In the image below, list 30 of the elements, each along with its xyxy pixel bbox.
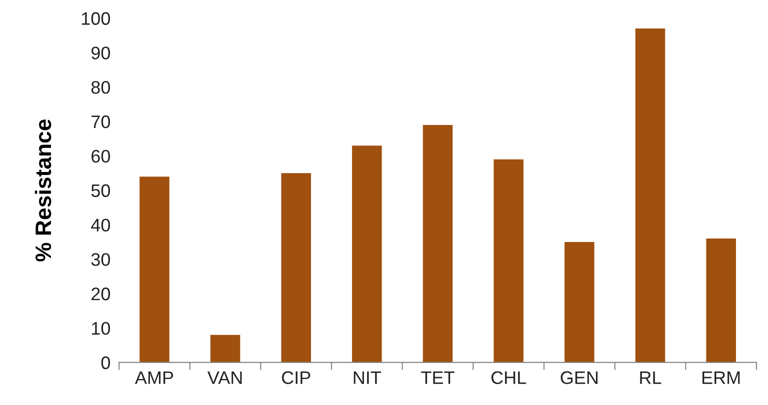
- y-tick-label: 90: [91, 46, 110, 60]
- x-tick-label: NIT: [354, 371, 382, 384]
- x-tick-label: TET: [421, 371, 454, 384]
- bar: [635, 28, 666, 362]
- x-tick-label: ERM: [702, 371, 740, 384]
- y-tick-label: 50: [91, 184, 110, 198]
- y-tick-label: 10: [92, 322, 110, 335]
- y-tick-label: 0: [101, 356, 110, 370]
- bar: [422, 124, 453, 362]
- y-tick-label: 80: [91, 81, 110, 94]
- bar: [210, 334, 240, 362]
- y-tick-label: 30: [91, 253, 110, 266]
- y-tick-label: 40: [91, 218, 110, 232]
- x-tick-label: VAN: [207, 371, 242, 384]
- x-tick-label: CHL: [491, 371, 526, 384]
- y-tick-label: 100: [82, 12, 110, 25]
- bar: [706, 238, 736, 362]
- bar: [352, 146, 382, 362]
- x-tick-label: GEN: [560, 371, 598, 384]
- bar: [494, 159, 524, 362]
- bar: [564, 242, 594, 362]
- x-tick-label: AMP: [134, 371, 174, 384]
- y-tick-label: 70: [92, 115, 110, 128]
- y-tick-label: 20: [92, 288, 110, 300]
- y-tick-label: 60: [92, 150, 110, 163]
- x-tick-label: RL: [640, 371, 662, 384]
- x-tick-label: CIP: [282, 371, 310, 384]
- bar: [281, 173, 311, 362]
- bar: [140, 176, 170, 362]
- y-axis-title: % Resistance: [34, 119, 52, 262]
